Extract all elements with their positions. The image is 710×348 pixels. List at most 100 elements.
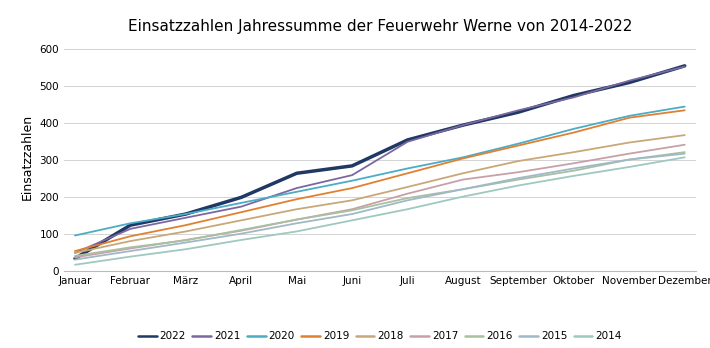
2017 <box>126 246 135 251</box>
2020 <box>126 221 135 226</box>
2019 <box>71 249 80 253</box>
Line: 2014: 2014 <box>75 157 684 265</box>
2016 <box>403 196 412 200</box>
2019 <box>680 108 689 112</box>
Title: Einsatzzahlen Jahressumme der Feuerwehr Werne von 2014-2022: Einsatzzahlen Jahressumme der Feuerwehr … <box>128 19 632 34</box>
2014 <box>625 165 633 169</box>
2020 <box>71 234 80 238</box>
2022 <box>182 212 190 216</box>
2015 <box>126 249 135 253</box>
2016 <box>71 254 80 258</box>
2017 <box>680 143 689 147</box>
2019 <box>514 143 523 148</box>
2015 <box>459 187 467 191</box>
2016 <box>625 158 633 162</box>
2017 <box>403 191 412 196</box>
2014 <box>680 155 689 159</box>
2022 <box>126 223 135 227</box>
2014 <box>293 229 301 234</box>
2016 <box>459 187 467 191</box>
2017 <box>625 151 633 156</box>
2017 <box>71 255 80 260</box>
2019 <box>625 116 633 120</box>
2021 <box>293 186 301 190</box>
2022 <box>514 110 523 114</box>
2018 <box>459 171 467 175</box>
2017 <box>569 161 578 165</box>
2021 <box>569 95 578 100</box>
2021 <box>237 205 246 209</box>
2014 <box>403 207 412 211</box>
2018 <box>625 141 633 145</box>
2022 <box>71 256 80 261</box>
2019 <box>182 223 190 227</box>
2020 <box>237 201 246 205</box>
2019 <box>237 210 246 214</box>
2022 <box>459 123 467 127</box>
2021 <box>680 64 689 69</box>
2014 <box>348 218 356 222</box>
2020 <box>625 114 633 118</box>
2020 <box>182 212 190 216</box>
2014 <box>126 254 135 259</box>
2021 <box>403 140 412 144</box>
2015 <box>680 151 689 156</box>
2019 <box>348 186 356 190</box>
2014 <box>514 183 523 188</box>
2018 <box>403 185 412 189</box>
2019 <box>293 197 301 201</box>
2015 <box>182 240 190 245</box>
2015 <box>71 258 80 262</box>
2016 <box>293 218 301 222</box>
Line: 2017: 2017 <box>75 145 684 258</box>
2018 <box>514 159 523 163</box>
Line: 2019: 2019 <box>75 110 684 251</box>
2016 <box>569 168 578 173</box>
2018 <box>348 198 356 203</box>
Line: 2020: 2020 <box>75 106 684 236</box>
2018 <box>126 239 135 243</box>
2016 <box>348 208 356 212</box>
2022 <box>625 80 633 85</box>
2019 <box>569 130 578 135</box>
2016 <box>237 228 246 232</box>
Line: 2021: 2021 <box>75 66 684 253</box>
2019 <box>403 171 412 175</box>
2022 <box>403 138 412 142</box>
2020 <box>403 166 412 171</box>
2015 <box>348 212 356 216</box>
2019 <box>126 234 135 238</box>
2021 <box>459 123 467 127</box>
Line: 2016: 2016 <box>75 152 684 256</box>
2018 <box>293 207 301 211</box>
2021 <box>126 227 135 231</box>
2021 <box>514 108 523 112</box>
2018 <box>569 150 578 154</box>
2021 <box>182 216 190 220</box>
2014 <box>71 263 80 267</box>
2022 <box>569 93 578 97</box>
2022 <box>293 171 301 175</box>
2020 <box>348 179 356 183</box>
Y-axis label: Einsatzzahlen: Einsatzzahlen <box>21 113 34 200</box>
2014 <box>459 195 467 199</box>
2014 <box>237 238 246 242</box>
2015 <box>569 166 578 171</box>
2017 <box>348 207 356 211</box>
2017 <box>237 229 246 233</box>
2014 <box>182 247 190 251</box>
Legend: 2022, 2021, 2020, 2019, 2018, 2017, 2016, 2015, 2014: 2022, 2021, 2020, 2019, 2018, 2017, 2016… <box>133 327 626 346</box>
2017 <box>293 218 301 222</box>
Line: 2018: 2018 <box>75 135 684 253</box>
2015 <box>403 198 412 203</box>
2020 <box>680 104 689 109</box>
Line: 2015: 2015 <box>75 153 684 260</box>
2022 <box>348 164 356 168</box>
2016 <box>182 238 190 243</box>
2020 <box>569 127 578 131</box>
2015 <box>237 231 246 236</box>
Line: 2022: 2022 <box>75 66 684 259</box>
2021 <box>71 251 80 255</box>
2017 <box>514 170 523 174</box>
2015 <box>514 176 523 180</box>
